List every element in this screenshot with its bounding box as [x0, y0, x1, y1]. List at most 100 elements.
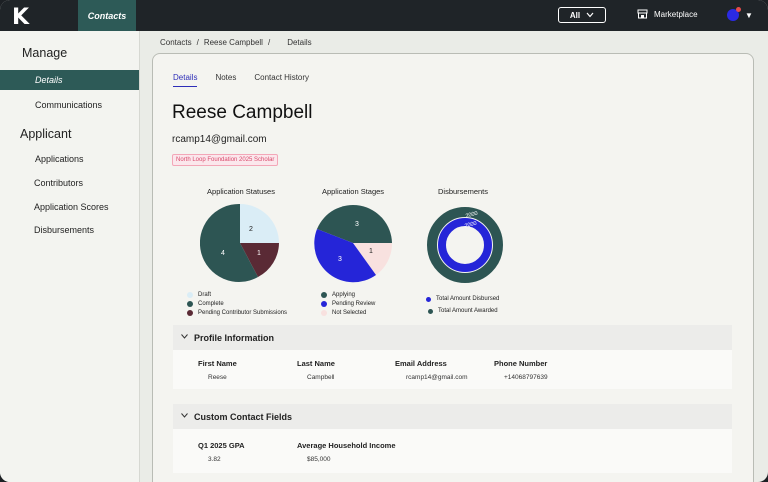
scope-select[interactable]: All — [558, 7, 606, 23]
pie-slice-applying — [317, 204, 392, 243]
statuses-legend: Draft Complete Pending Contributor Submi… — [187, 290, 287, 317]
chevron-down-icon — [181, 413, 188, 420]
ring-awarded — [427, 207, 503, 283]
legend-dot — [321, 291, 327, 298]
field-label-gpa: Q1 2025 GPA — [198, 441, 245, 450]
field-value-email: rcamp14@gmail.com — [406, 374, 468, 381]
legend-label: Not Selected — [332, 309, 367, 316]
custom-fields-section-body: Q1 2025 GPA 3.82 Average Household Incom… — [173, 429, 732, 473]
nav-contacts[interactable]: Contacts — [78, 0, 136, 31]
top-bar: K Contacts All Marketplace ▼ — [0, 0, 768, 31]
breadcrumb: Contacts / Reese Campbell / Details — [160, 38, 312, 47]
legend-label: Total Amount Awarded — [438, 308, 498, 314]
pie-label-complete: 4 — [221, 250, 225, 257]
field-value-gpa: 3.82 — [208, 456, 221, 463]
legend-label: Pending Contributor Submissions — [198, 309, 288, 316]
custom-fields-section-title: Custom Contact Fields — [194, 411, 293, 422]
chevron-down-icon — [181, 334, 188, 341]
scope-select-label: All — [569, 10, 581, 20]
field-label-email: Email Address — [395, 359, 447, 368]
logo[interactable]: K — [12, 5, 30, 30]
pie-slice-draft — [240, 204, 279, 243]
legend-item: Total Amount Awarded — [428, 305, 499, 317]
pie-label-not-selected: 1 — [369, 248, 373, 255]
disbursements-ring-chart: 2000 2000 — [427, 207, 503, 283]
chart-title-stages: Application Stages — [321, 187, 385, 196]
sidebar-item-applications[interactable]: Applications — [0, 149, 139, 169]
legend-dot — [321, 309, 327, 316]
legend-dot — [321, 300, 327, 307]
marketplace-link[interactable]: Marketplace — [637, 9, 698, 19]
pie-label-draft: 2 — [249, 226, 253, 233]
sidebar-item-label: Disbursements — [34, 225, 95, 235]
legend-dot — [187, 300, 193, 307]
custom-fields-section-header[interactable]: Custom Contact Fields — [173, 404, 732, 429]
sidebar-item-disbursements[interactable]: Disbursements — [0, 220, 139, 240]
legend-label: Total Amount Disbursed — [436, 296, 500, 302]
contact-email: rcamp14@gmail.com — [172, 134, 267, 145]
legend-item: Not Selected — [321, 308, 375, 317]
breadcrumb-separator: / — [267, 38, 271, 47]
sidebar-item-communications[interactable]: Communications — [0, 95, 139, 115]
field-value-first-name: Reese — [208, 374, 227, 381]
contact-name: Reese Campbell — [172, 102, 313, 123]
avatar — [727, 7, 741, 21]
marketplace-label: Marketplace — [654, 9, 698, 19]
chart-title-disbursements: Disbursements — [437, 187, 489, 196]
legend-label: Pending Review — [332, 300, 376, 307]
tab-contact-history[interactable]: Contact History — [254, 73, 310, 82]
ring-disbursed — [438, 218, 492, 272]
legend-dot — [187, 291, 193, 298]
breadcrumb-current: Details — [287, 38, 312, 47]
legend-label: Draft — [198, 291, 212, 298]
legend-item: Total Amount Disbursed — [426, 293, 499, 305]
sidebar-item-details[interactable]: Details — [0, 70, 139, 90]
caret-down-icon: ▼ — [745, 10, 753, 20]
legend-item: Applying — [321, 290, 375, 299]
field-label-last-name: Last Name — [297, 359, 335, 368]
legend-label: Applying — [332, 291, 356, 298]
field-value-household-income: $85,000 — [307, 456, 331, 463]
legend-dot — [187, 309, 193, 316]
user-menu[interactable]: ▼ — [727, 7, 753, 21]
chart-title-statuses: Application Statuses — [207, 187, 275, 196]
legend-label: Complete — [198, 300, 224, 307]
sidebar-item-application-scores[interactable]: Application Scores — [0, 197, 139, 217]
sidebar-item-label: Communications — [35, 100, 103, 110]
pie-slice-pending-review — [314, 229, 376, 283]
breadcrumb-contacts[interactable]: Contacts — [160, 38, 192, 47]
field-label-phone: Phone Number — [494, 359, 548, 368]
sidebar-item-contributors[interactable]: Contributors — [0, 173, 139, 193]
ring-label-inner: 2000 — [464, 221, 477, 230]
chevron-down-icon — [586, 12, 594, 18]
legend-item: Pending Contributor Submissions — [187, 308, 287, 317]
field-label-household-income: Average Household Income — [297, 441, 396, 450]
legend-dot — [428, 308, 433, 314]
breadcrumb-contact-name[interactable]: Reese Campbell — [203, 38, 263, 47]
pie-slice-complete — [200, 203, 258, 282]
legend-item: Draft — [187, 290, 287, 299]
pie-label-pending-review: 3 — [338, 256, 342, 263]
profile-section-header[interactable]: Profile Information — [173, 325, 732, 350]
sidebar-item-label: Application Scores — [34, 202, 109, 212]
profile-section-body: First Name Reese Last Name Campbell Emai… — [173, 350, 732, 389]
profile-section-title: Profile Information — [194, 332, 275, 343]
tab-notes[interactable]: Notes — [215, 73, 237, 82]
sidebar-heading-applicant: Applicant — [20, 127, 72, 141]
legend-item: Pending Review — [321, 299, 375, 308]
stages-pie-chart: 3 1 3 — [314, 204, 393, 283]
field-value-phone: +14068797639 — [504, 374, 548, 381]
sidebar-item-label: Applications — [35, 154, 84, 164]
field-value-last-name: Campbell — [307, 374, 335, 381]
stages-legend: Applying Pending Review Not Selected — [321, 290, 375, 317]
pie-label-applying: 3 — [355, 221, 359, 228]
tab-details[interactable]: Details — [173, 73, 198, 87]
field-label-first-name: First Name — [198, 359, 237, 368]
ring-label-outer: 2000 — [465, 211, 478, 220]
sidebar: Manage Details Communications Applicant … — [0, 31, 140, 482]
pie-slice-pending — [240, 243, 279, 277]
store-icon — [637, 9, 648, 19]
sidebar-heading-manage: Manage — [22, 46, 68, 60]
legend-item: Complete — [187, 299, 287, 308]
